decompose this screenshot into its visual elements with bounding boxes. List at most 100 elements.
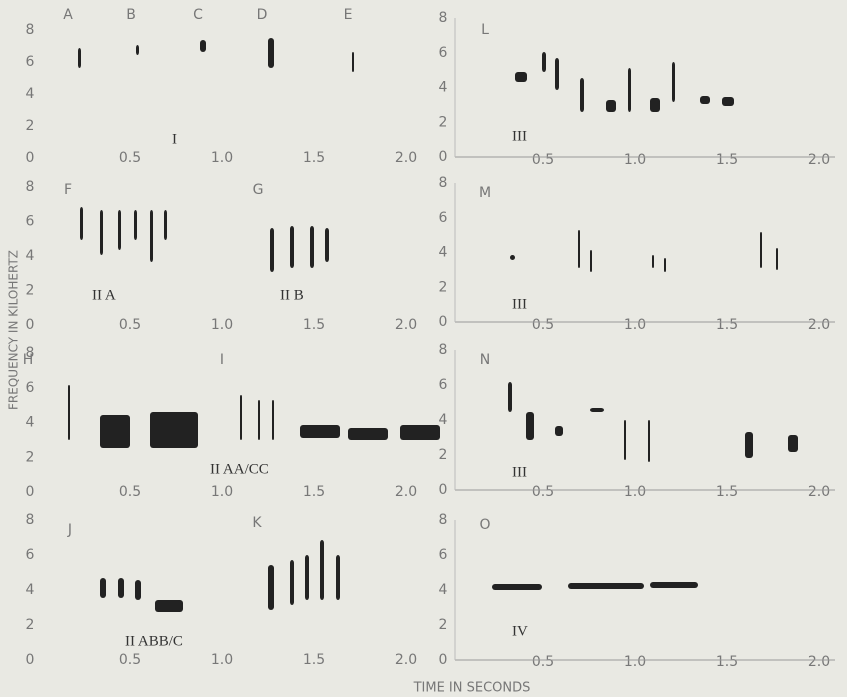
x-tick-label: 1.5 (716, 152, 738, 168)
y-tick-label: 0 (439, 482, 448, 498)
x-tick-label: 1.5 (716, 484, 738, 500)
section-label: II A (92, 287, 116, 303)
sound-trace (492, 584, 542, 590)
x-tick-label: 0.5 (119, 484, 141, 500)
sound-trace (164, 210, 167, 240)
sound-trace (100, 415, 130, 448)
sound-trace (68, 385, 70, 440)
x-tick-label: 1.5 (716, 317, 738, 333)
sound-trace (135, 580, 141, 600)
panel-letter: L (481, 22, 489, 38)
sound-trace (700, 96, 710, 104)
x-tick-label: 2.0 (395, 317, 417, 333)
x-axis-label: TIME IN SECONDS (413, 681, 531, 696)
section-label: II ABB/C (125, 633, 183, 649)
sound-trace (590, 250, 592, 272)
y-tick-label: 2 (439, 617, 448, 633)
sound-trace (515, 72, 527, 82)
x-tick-label: 0.5 (532, 152, 554, 168)
sound-trace (200, 40, 206, 52)
x-tick-label: 0.5 (119, 652, 141, 668)
y-tick-label: 4 (26, 582, 35, 598)
x-tick-label: 1.0 (211, 150, 233, 166)
sound-trace (526, 412, 534, 440)
panel-letter: F (64, 182, 72, 198)
sound-trace (542, 52, 546, 72)
panel-letter: A (63, 7, 73, 23)
sound-trace (648, 420, 650, 462)
sound-trace (150, 210, 153, 262)
sound-trace (100, 578, 106, 598)
sound-trace (400, 425, 440, 440)
sound-trace (305, 555, 309, 600)
y-tick-label: 4 (26, 248, 35, 264)
sound-trace (155, 600, 183, 612)
sound-trace (118, 210, 121, 250)
sound-trace (652, 255, 654, 268)
page: FREQUENCY IN KILOHERTZ TIME IN SECONDS 8… (0, 0, 847, 697)
sound-trace (310, 226, 314, 268)
section-label: I (172, 131, 177, 147)
section-label: II B (280, 287, 304, 303)
sound-trace (555, 426, 563, 436)
section-label: III (512, 464, 527, 480)
panel-letter: D (257, 7, 268, 23)
sound-trace (134, 210, 137, 240)
y-tick-label: 0 (439, 652, 448, 668)
x-tick-label: 2.0 (808, 317, 830, 333)
sound-trace (628, 68, 631, 112)
panel-letter: E (344, 7, 353, 23)
sound-trace (760, 232, 762, 268)
x-tick-label: 2.0 (808, 484, 830, 500)
background (0, 0, 847, 697)
panel-letter: J (67, 522, 72, 538)
sound-trace (336, 555, 340, 600)
sound-trace (80, 207, 83, 240)
y-tick-label: 8 (439, 512, 448, 528)
x-tick-label: 0.5 (119, 317, 141, 333)
sound-trace (606, 100, 616, 112)
panel-letter: N (480, 352, 490, 368)
sound-trace (320, 540, 324, 600)
figure: FREQUENCY IN KILOHERTZ TIME IN SECONDS 8… (0, 0, 847, 697)
sound-trace (325, 228, 329, 262)
panel-letter: M (479, 185, 491, 201)
x-tick-label: 2.0 (395, 484, 417, 500)
y-tick-label: 2 (439, 279, 448, 295)
sound-trace (290, 560, 294, 605)
sound-trace (268, 38, 274, 68)
x-tick-label: 0.5 (532, 484, 554, 500)
x-tick-label: 1.0 (211, 317, 233, 333)
sound-trace (118, 578, 124, 598)
y-tick-label: 2 (439, 114, 448, 130)
x-tick-label: 2.0 (395, 652, 417, 668)
sound-trace (136, 45, 139, 55)
sound-trace (650, 98, 660, 112)
y-tick-label: 8 (26, 179, 35, 195)
x-tick-label: 1.5 (303, 484, 325, 500)
y-tick-label: 8 (439, 175, 448, 191)
sound-trace (240, 395, 242, 440)
x-tick-label: 0.5 (532, 654, 554, 670)
sound-trace (580, 78, 584, 112)
y-tick-label: 0 (439, 314, 448, 330)
sound-trace (78, 48, 81, 68)
y-tick-label: 2 (26, 283, 35, 299)
y-tick-label: 8 (439, 10, 448, 26)
sound-trace (270, 228, 274, 272)
sound-trace (568, 583, 644, 589)
y-tick-label: 0 (26, 317, 35, 333)
sound-trace (510, 255, 515, 260)
y-tick-label: 6 (439, 377, 448, 393)
sound-trace (268, 565, 274, 610)
y-tick-label: 6 (26, 547, 35, 563)
section-label: III (512, 296, 527, 312)
sound-trace (776, 248, 778, 270)
y-tick-label: 4 (439, 245, 448, 261)
x-tick-label: 1.5 (303, 317, 325, 333)
y-tick-label: 6 (439, 547, 448, 563)
sound-trace (300, 425, 340, 438)
y-tick-label: 4 (439, 582, 448, 598)
y-tick-label: 6 (439, 45, 448, 61)
section-label: III (512, 128, 527, 144)
